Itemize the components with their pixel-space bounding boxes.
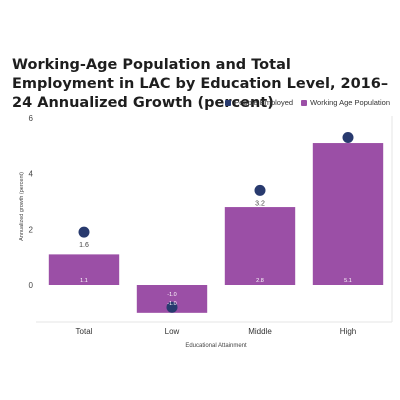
dot-low [166, 301, 178, 313]
x-tick-label: High [340, 327, 356, 336]
x-tick-label: Middle [248, 327, 272, 336]
x-tick-label: Low [165, 327, 180, 336]
bar-middle [224, 207, 296, 285]
dot-value-label: 3.2 [255, 200, 265, 207]
y-tick-label: 2 [29, 225, 34, 234]
y-tick-label: 6 [29, 114, 34, 123]
bar-value-label: 5.1 [344, 278, 352, 284]
legend-label-people-employed: People Employed [234, 98, 294, 107]
x-axis-label: Educational Attainment [185, 343, 247, 349]
bar-value-label: 2.8 [256, 278, 264, 284]
legend-label-working-age-population: Working Age Population [310, 98, 390, 107]
dot-middle [254, 184, 266, 196]
legend-item-people-employed[interactable]: People Employed [225, 98, 293, 107]
bar-high [312, 143, 384, 285]
y-tick-label: 4 [29, 170, 34, 179]
y-axis-label: Annualized growth (percent) [19, 172, 25, 241]
dot-total [78, 226, 90, 238]
bar-value-label: -1.0 [167, 292, 176, 298]
bar-total [48, 254, 120, 285]
x-tick-label: Total [76, 327, 93, 336]
annotation-low: -1.0 [167, 301, 176, 307]
chart-title: Working-Age Population and Total Employm… [12, 57, 389, 111]
legend-swatch-working-age-population [301, 99, 308, 106]
legend: People Employed Working Age Population [225, 98, 390, 107]
legend-item-working-age-population[interactable]: Working Age Population [301, 98, 390, 107]
legend-swatch-people-employed [225, 99, 232, 106]
dot-value-label: 1.6 [79, 242, 89, 249]
bar-value-label: 1.1 [80, 278, 88, 284]
y-tick-label: 0 [29, 281, 34, 290]
dot-high [342, 131, 354, 143]
